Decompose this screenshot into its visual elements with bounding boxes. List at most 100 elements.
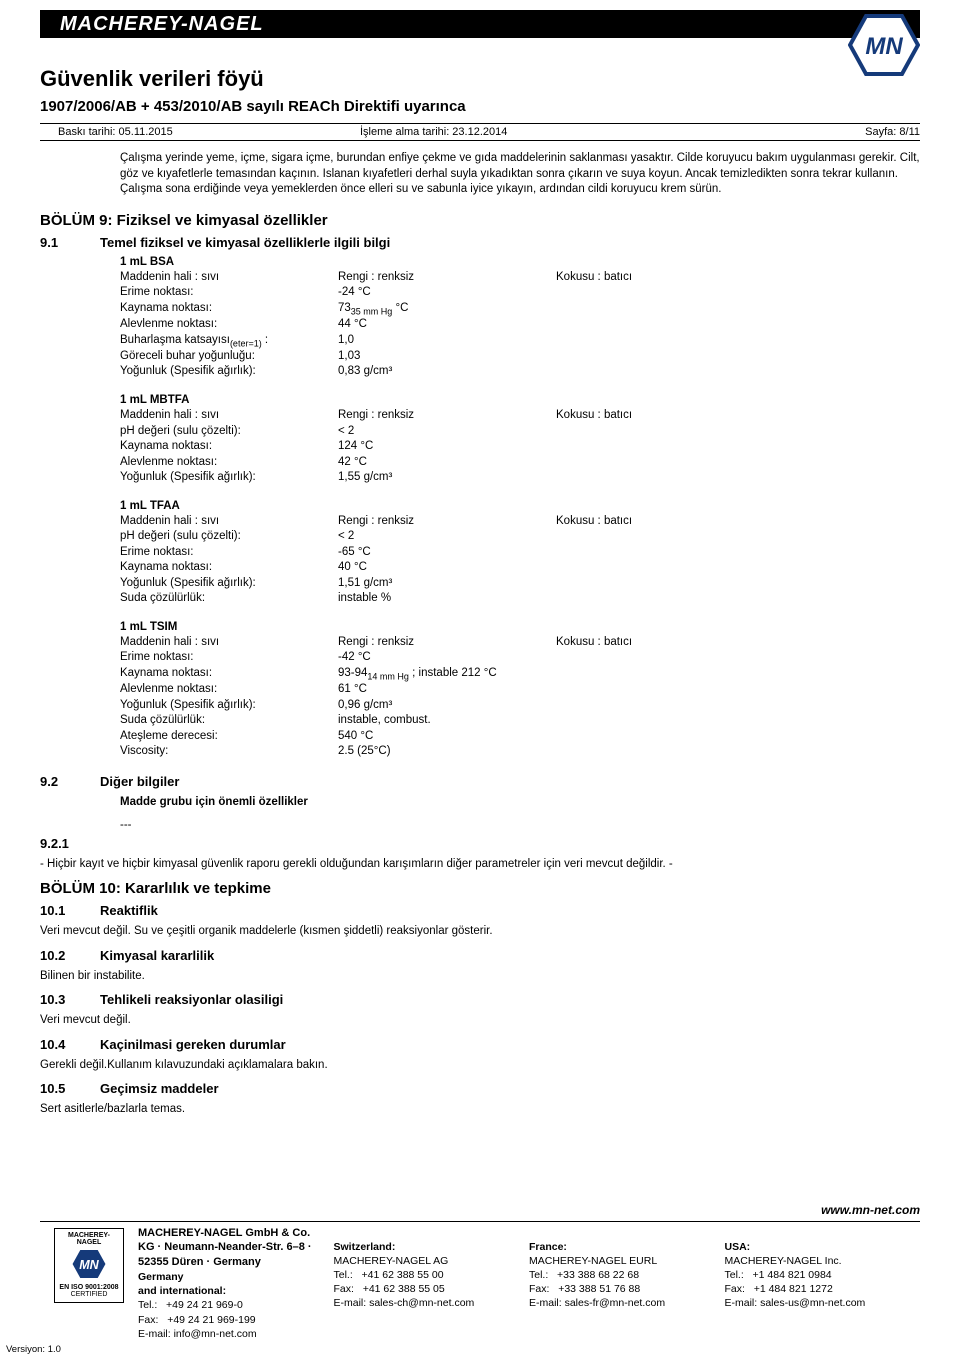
block-tsim-title: 1 mL TSIM bbox=[120, 621, 920, 633]
section-9-2-header: 9.2 Diğer bilgiler bbox=[40, 774, 920, 789]
meta-row: Baskı tarihi: 05.11.2015 İşleme alma tar… bbox=[40, 123, 920, 141]
brand-banner: MACHEREY-NAGEL bbox=[40, 10, 920, 38]
footer: www.mn-net.com MACHEREY-NAGEL MN EN ISO … bbox=[40, 1203, 920, 1341]
tfaa-melt-v: -65 °C bbox=[338, 545, 556, 561]
section-10-item-title: Kimyasal kararlilik bbox=[100, 948, 214, 963]
section-9-2-title: Diğer bilgiler bbox=[100, 774, 179, 789]
tfaa-ph-v: < 2 bbox=[338, 529, 556, 545]
tsim-visc-l: Viscosity: bbox=[120, 744, 338, 760]
section-10-item-body: Veri mevcut değil. Su ve çeşitli organik… bbox=[40, 924, 920, 940]
tfaa-melt-l: Erime noktası: bbox=[120, 545, 338, 561]
bsa-reldens-l: Göreceli buhar yoğunluğu: bbox=[120, 349, 338, 365]
brand-name: MACHEREY-NAGEL bbox=[60, 13, 264, 36]
tfaa-state: Maddenin hali : sıvı bbox=[120, 514, 338, 530]
tfaa-dens-v: 1,51 g/cm³ bbox=[338, 576, 556, 592]
tsim-dens-l: Yoğunluk (Spesifik ağırlık): bbox=[120, 698, 338, 714]
section-10-item-body: Bilinen bir instabilite. bbox=[40, 969, 920, 985]
section-10-item-num: 10.4 bbox=[40, 1037, 100, 1052]
section-9-1-title: Temel fiziksel ve kimyasal özelliklerle … bbox=[100, 235, 390, 250]
process-date: İşleme alma tarihi: 23.12.2014 bbox=[360, 126, 820, 138]
bsa-melt-v: -24 °C bbox=[338, 285, 556, 301]
block-tfaa-title: 1 mL TFAA bbox=[120, 500, 920, 512]
cert-certified: CERTIFIED bbox=[57, 1291, 121, 1299]
bsa-dens-v: 0,83 g/cm³ bbox=[338, 364, 556, 380]
tfaa-boil-l: Kaynama noktası: bbox=[120, 560, 338, 576]
block-tfaa: 1 mL TFAA Maddenin hali : sıvı Rengi : r… bbox=[120, 500, 920, 607]
bsa-boil-v: 7335 mm Hg °C bbox=[338, 301, 556, 317]
mbtfa-boil-l: Kaynama noktası: bbox=[120, 439, 338, 455]
tfaa-boil-v: 40 °C bbox=[338, 560, 556, 576]
tsim-color: Rengi : renksiz bbox=[338, 635, 556, 651]
s92-line2: --- bbox=[120, 818, 920, 834]
bsa-boil-l: Kaynama noktası: bbox=[120, 301, 338, 317]
block-bsa-title: 1 mL BSA bbox=[120, 256, 920, 268]
section-10-item-title: Reaktiflik bbox=[100, 903, 158, 918]
tsim-sol-v: instable, combust. bbox=[338, 713, 556, 729]
block-mbtfa: 1 mL MBTFA Maddenin hali : sıvı Rengi : … bbox=[120, 394, 920, 486]
bsa-dens-l: Yoğunluk (Spesifik ağırlık): bbox=[120, 364, 338, 380]
mbtfa-state: Maddenin hali : sıvı bbox=[120, 408, 338, 424]
doc-subtitle: 1907/2006/AB + 453/2010/AB sayılı REACh … bbox=[40, 98, 920, 115]
section-9-2-1-header: 9.2.1 bbox=[40, 836, 920, 851]
mbtfa-boil-v: 124 °C bbox=[338, 439, 556, 455]
section-10-item-header: 10.2Kimyasal kararlilik bbox=[40, 948, 920, 963]
mbtfa-dens-v: 1,55 g/cm³ bbox=[338, 470, 556, 486]
print-date: Baskı tarihi: 05.11.2015 bbox=[40, 126, 360, 138]
mbtfa-ph-l: pH değeri (sulu çözelti): bbox=[120, 424, 338, 440]
bsa-evap-v: 1,0 bbox=[338, 333, 556, 349]
mbtfa-color: Rengi : renksiz bbox=[338, 408, 556, 424]
section-9-2-body: Madde grubu için önemli özellikler --- bbox=[120, 795, 920, 834]
bsa-flash-l: Alevlenme noktası: bbox=[120, 317, 338, 333]
tfaa-color: Rengi : renksiz bbox=[338, 514, 556, 530]
tsim-odor: Kokusu : batıcı bbox=[556, 635, 920, 651]
mbtfa-odor: Kokusu : batıcı bbox=[556, 408, 920, 424]
version-label: Versiyon: 1.0 bbox=[6, 1344, 61, 1355]
section-10-item-header: 10.5Geçimsiz maddeler bbox=[40, 1081, 920, 1096]
bsa-flash-v: 44 °C bbox=[338, 317, 556, 333]
section-9-2-1-num: 9.2.1 bbox=[40, 836, 100, 851]
section-9-title: BÖLÜM 9: Fiziksel ve kimyasal özellikler bbox=[40, 212, 920, 229]
mbtfa-ph-v: < 2 bbox=[338, 424, 556, 440]
section-9-2-num: 9.2 bbox=[40, 774, 100, 789]
bsa-color: Rengi : renksiz bbox=[338, 270, 556, 286]
tfaa-sol-v: instable % bbox=[338, 591, 556, 607]
section-10-item-header: 10.4Kaçinilmasi gereken durumlar bbox=[40, 1037, 920, 1052]
footer-col-de: MACHEREY-NAGEL GmbH & Co. KG · Neumann-N… bbox=[138, 1226, 334, 1341]
tsim-flash-l: Alevlenme noktası: bbox=[120, 682, 338, 698]
cert-top: MACHEREY-NAGEL bbox=[57, 1232, 121, 1247]
svg-text:MN: MN bbox=[865, 33, 903, 60]
doc-title: Güvenlik verileri föyü bbox=[40, 66, 920, 92]
section-9-1-num: 9.1 bbox=[40, 235, 100, 250]
section-10-item-body: Gerekli değil.Kullanım kılavuzundaki açı… bbox=[40, 1058, 920, 1074]
block-mbtfa-title: 1 mL MBTFA bbox=[120, 394, 920, 406]
mbtfa-flash-v: 42 °C bbox=[338, 455, 556, 471]
tfaa-sol-l: Suda çözülürlük: bbox=[120, 591, 338, 607]
tsim-sol-l: Suda çözülürlük: bbox=[120, 713, 338, 729]
tfaa-dens-l: Yoğunluk (Spesifik ağırlık): bbox=[120, 576, 338, 592]
tfaa-ph-l: pH değeri (sulu çözelti): bbox=[120, 529, 338, 545]
mbtfa-flash-l: Alevlenme noktası: bbox=[120, 455, 338, 471]
brand-logo-icon: MN bbox=[848, 14, 920, 76]
bsa-odor: Kokusu : batıcı bbox=[556, 270, 920, 286]
section-10-item-header: 10.1Reaktiflik bbox=[40, 903, 920, 918]
footer-url: www.mn-net.com bbox=[40, 1203, 920, 1217]
tfaa-odor: Kokusu : batıcı bbox=[556, 514, 920, 530]
page-number: Sayfa: 8/11 bbox=[820, 126, 920, 138]
section-10-title: BÖLÜM 10: Kararlılık ve tepkime bbox=[40, 880, 920, 897]
cert-logo-icon: MN bbox=[69, 1249, 109, 1279]
mbtfa-dens-l: Yoğunluk (Spesifik ağırlık): bbox=[120, 470, 338, 486]
page: MN MACHEREY-NAGEL Güvenlik verileri föyü… bbox=[0, 10, 960, 1361]
s92-line1: Madde grubu için önemli özellikler bbox=[120, 795, 920, 811]
section-10-item-num: 10.5 bbox=[40, 1081, 100, 1096]
tsim-state: Maddenin hali : sıvı bbox=[120, 635, 338, 651]
bsa-melt-l: Erime noktası: bbox=[120, 285, 338, 301]
section-10-item-num: 10.1 bbox=[40, 903, 100, 918]
tsim-ign-l: Ateşleme derecesi: bbox=[120, 729, 338, 745]
section-9-2-1-body: - Hiçbir kayıt ve hiçbir kimyasal güvenl… bbox=[40, 857, 920, 873]
svg-text:MN: MN bbox=[79, 1258, 99, 1272]
tsim-dens-v: 0,96 g/cm³ bbox=[338, 698, 556, 714]
bsa-evap-l: Buharlaşma katsayısı(eter=1) : bbox=[120, 333, 338, 349]
section-10-item-num: 10.3 bbox=[40, 992, 100, 1007]
section-10-item-num: 10.2 bbox=[40, 948, 100, 963]
tsim-boil-v: 93-9414 mm Hg ; instable 212 °C bbox=[338, 666, 556, 682]
